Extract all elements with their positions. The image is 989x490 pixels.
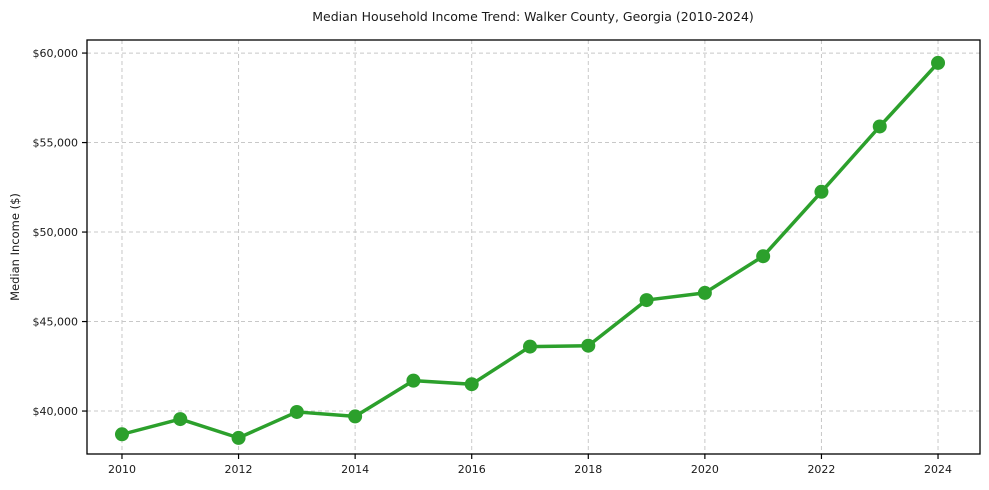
data-point-2014 (348, 409, 363, 424)
data-point-2016 (464, 377, 479, 392)
data-point-2012 (231, 430, 246, 445)
data-point-2010 (114, 427, 129, 442)
x-tick-label-2016: 2016 (458, 463, 486, 476)
data-point-2023 (872, 119, 887, 134)
y-tick-label-60000: $60,000 (33, 47, 79, 60)
data-point-2013 (289, 404, 304, 419)
data-point-2020 (697, 285, 712, 300)
y-tick-label-50000: $50,000 (33, 226, 79, 239)
data-point-2022 (814, 184, 829, 199)
x-tick-label-2018: 2018 (574, 463, 602, 476)
income-trend-line (120, 61, 940, 440)
data-point-2019 (639, 293, 654, 308)
chart-title: Median Household Income Trend: Walker Co… (312, 9, 754, 24)
y-tick-label-45000: $45,000 (33, 316, 79, 329)
y-tick-label-55000: $55,000 (33, 137, 79, 150)
y-tick-label-40000: $40,000 (33, 405, 79, 418)
x-tick-label-2010: 2010 (108, 463, 136, 476)
data-point-2011 (173, 412, 188, 427)
data-point-2024 (931, 55, 946, 70)
x-tick-label-2024: 2024 (924, 463, 952, 476)
data-point-2021 (756, 249, 771, 264)
x-tick-label-2022: 2022 (807, 463, 835, 476)
data-point-2015 (406, 373, 421, 388)
data-point-2017 (523, 339, 538, 354)
plot-border (86, 39, 981, 455)
x-tick-label-2020: 2020 (691, 463, 719, 476)
x-tick-label-2012: 2012 (225, 463, 253, 476)
x-tick-label-2014: 2014 (341, 463, 369, 476)
data-point-2018 (581, 338, 596, 353)
